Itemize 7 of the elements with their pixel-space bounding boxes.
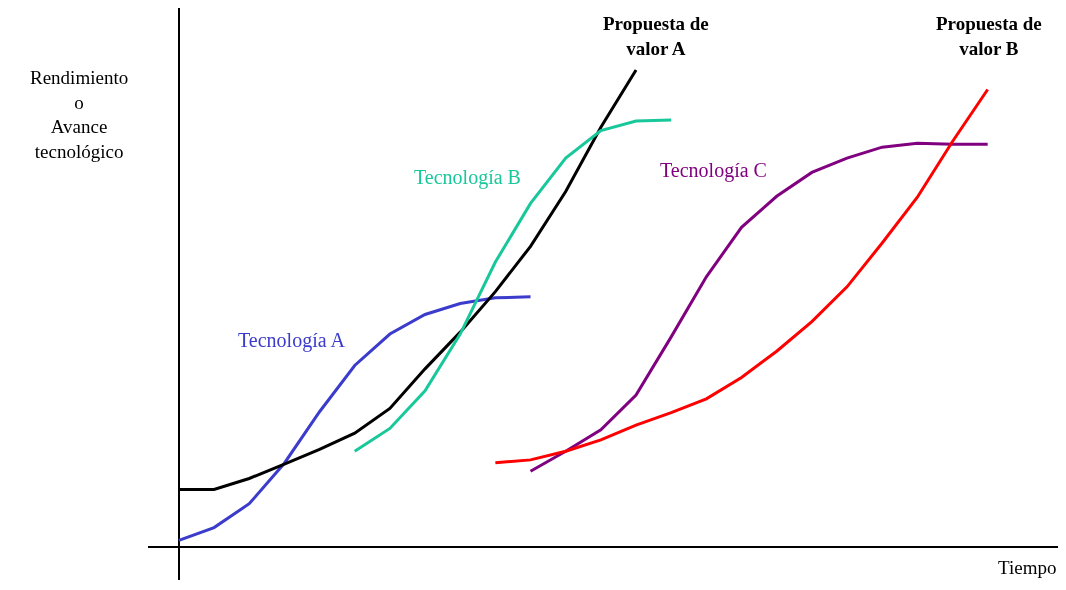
x-axis-title: Tiempo bbox=[998, 557, 1057, 578]
series-label: Tecnología B bbox=[414, 166, 521, 189]
series-label: Tecnología A bbox=[238, 329, 346, 352]
series-label: Tecnología C bbox=[660, 159, 767, 182]
text: Propuesta de valor A bbox=[603, 13, 709, 59]
text: Propuesta de valor B bbox=[936, 13, 1042, 59]
y-axis-title: Rendimiento o Avance tecnológico bbox=[30, 67, 129, 163]
